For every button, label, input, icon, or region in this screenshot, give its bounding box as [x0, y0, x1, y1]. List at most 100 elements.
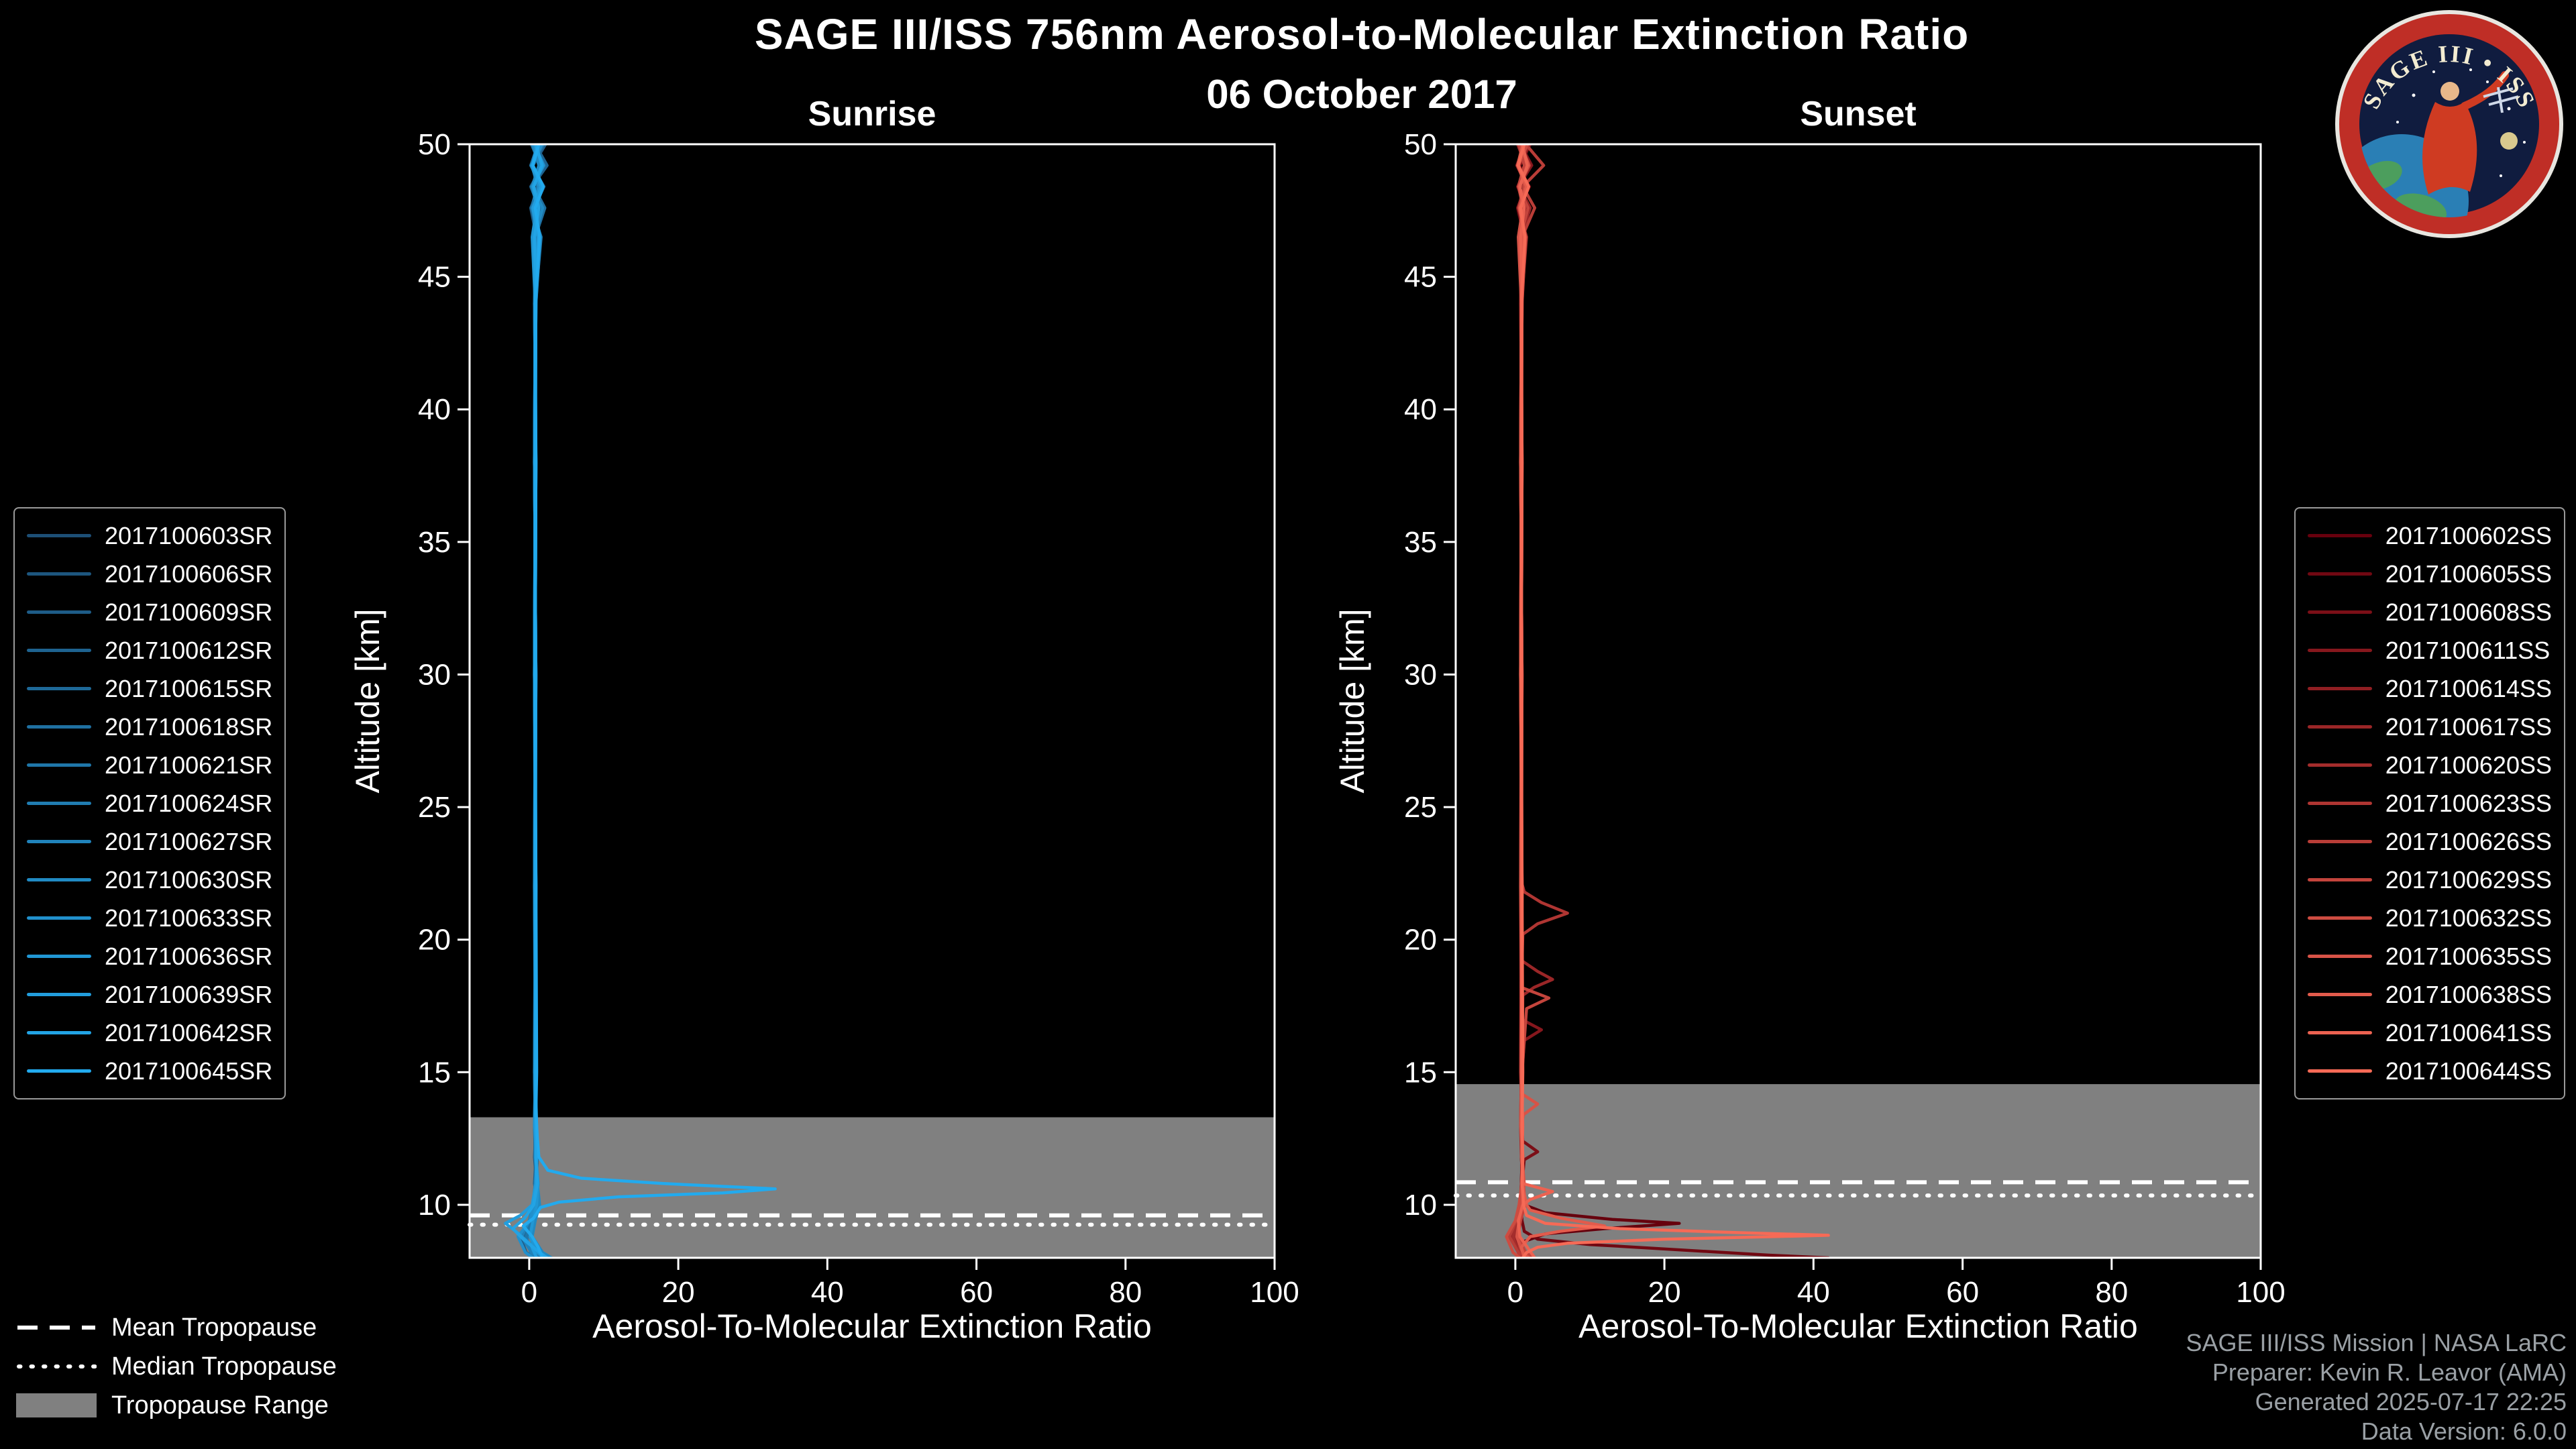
legend-line-swatch	[27, 649, 91, 652]
x-tick-label: 80	[1109, 1276, 1142, 1309]
stars	[2396, 68, 2526, 177]
legend-event-label: 2017100632SS	[2385, 904, 2552, 932]
legend-line-swatch	[27, 840, 91, 843]
legend-event-label: 2017100614SS	[2385, 674, 2552, 702]
y-tick-label: 35	[418, 526, 451, 559]
legend-event-label: 2017100635SS	[2385, 942, 2552, 970]
legend-line-swatch	[27, 955, 91, 958]
x-tick-label: 100	[2236, 1276, 2285, 1309]
figure-title: SAGE III/ISS 756nm Aerosol-to-Molecular …	[754, 10, 1970, 58]
legend-event-label: 2017100609SR	[105, 598, 273, 626]
mission-logo: SAGE III • ISS	[2335, 10, 2563, 238]
profile-2017100645SR	[521, 144, 777, 1258]
legend-item-sunset: 2017100635SS	[2307, 937, 2552, 975]
legend-line-swatch	[27, 610, 91, 614]
legend-line-swatch	[2307, 1031, 2372, 1034]
panel-title-sunset: Sunset	[1800, 95, 1917, 133]
legend-event-label: 2017100630SR	[105, 865, 273, 894]
x-tick-label: 0	[521, 1276, 537, 1309]
legend-item-sunrise: 2017100621SR	[27, 746, 272, 784]
legend-item-sunset: 2017100614SS	[2307, 669, 2552, 708]
x-axis-label-sunset: Aerosol-To-Molecular Extinction Ratio	[1578, 1307, 2138, 1345]
legend-item-sunset: 2017100644SS	[2307, 1052, 2552, 1090]
legend-item-sunset: 2017100638SS	[2307, 975, 2552, 1014]
panel-title-sunrise: Sunrise	[808, 95, 936, 133]
legend-line-swatch	[2307, 993, 2372, 996]
y-tick-label: 10	[418, 1189, 451, 1222]
legend-event-label: 2017100639SR	[105, 980, 273, 1008]
legend-line-swatch	[2307, 802, 2372, 805]
legend-item-sunset: 2017100632SS	[2307, 899, 2552, 937]
moon	[2500, 132, 2518, 150]
legend-item-sunrise: 2017100642SR	[27, 1014, 272, 1052]
legend-item-sunset: 2017100641SS	[2307, 1014, 2552, 1052]
y-tick-label: 30	[1404, 659, 1437, 692]
iss-sketch	[2483, 87, 2519, 113]
legend-event-label: 2017100617SS	[2385, 712, 2552, 741]
x-tick-label: 40	[811, 1276, 844, 1309]
axes-frame-sunrise	[468, 143, 1276, 1259]
legend-line-swatch	[2307, 572, 2372, 576]
legend-event-label: 2017100602SS	[2385, 521, 2552, 549]
legend-item-sunrise: 2017100603SR	[27, 517, 272, 555]
tropopause-range-band	[470, 1117, 1275, 1258]
tropopause-legend: Mean Tropopause Median Tropopause Tropop…	[16, 1308, 337, 1425]
legend-line-swatch	[27, 1069, 91, 1073]
legend-event-label: 2017100642SR	[105, 1018, 273, 1046]
plot-bg-sunset	[1456, 144, 2261, 1258]
legend-label: Mean Tropopause	[111, 1313, 317, 1342]
y-tick-label: 10	[1404, 1189, 1437, 1222]
legend-line-swatch	[2307, 534, 2372, 537]
legend-event-label: 2017100605SS	[2385, 559, 2552, 588]
legend-line-swatch	[2307, 1069, 2372, 1073]
dotted-line-sample	[17, 1364, 97, 1368]
x-tick-label: 20	[662, 1276, 695, 1309]
x-tick-label: 40	[1797, 1276, 1830, 1309]
panel-sunrise: 0 20 40 60 80 100 10 15 20 25 30 35 40 45 50	[418, 128, 1299, 1309]
axes-frame-sunset	[1454, 143, 2262, 1259]
legend-event-label: 2017100636SR	[105, 942, 273, 970]
legend-item-sunset: 2017100617SS	[2307, 708, 2552, 746]
footer-preparer: Preparer: Kevin R. Leavor (AMA)	[2212, 1358, 2567, 1387]
legend-line-swatch	[2307, 916, 2372, 920]
legend-line-swatch	[2307, 687, 2372, 690]
legend-item-sunset: 2017100611SS	[2307, 631, 2552, 669]
legend-event-label: 2017100623SS	[2385, 789, 2552, 817]
legend-event-label: 2017100644SS	[2385, 1057, 2552, 1085]
legend-line-swatch	[2307, 878, 2372, 881]
legend-event-label: 2017100615SR	[105, 674, 273, 702]
legend-item-sunrise: 2017100606SR	[27, 555, 272, 593]
dashed-line-sample	[17, 1326, 95, 1330]
y-axis-label-sunset: Altitude [km]	[1334, 608, 1371, 794]
legend-line-swatch	[27, 993, 91, 996]
legend-label: Tropopause Range	[111, 1391, 329, 1419]
legend-line-swatch	[27, 878, 91, 881]
x-axis-label-sunrise: Aerosol-To-Molecular Extinction Ratio	[592, 1307, 1152, 1345]
y-tick-label: 50	[1404, 128, 1437, 161]
legend-event-label: 2017100621SR	[105, 751, 273, 779]
legend-event-label: 2017100624SR	[105, 789, 273, 817]
y-tick-label: 20	[1404, 924, 1437, 957]
legend-event-label: 2017100645SR	[105, 1057, 273, 1085]
legend-event-label: 2017100618SR	[105, 712, 273, 741]
legend-item-sunset: 2017100620SS	[2307, 746, 2552, 784]
legend-line-swatch	[27, 763, 91, 767]
legend-event-label: 2017100620SS	[2385, 751, 2552, 779]
legend-event-label: 2017100638SS	[2385, 980, 2552, 1008]
y-tick-label: 35	[1404, 526, 1437, 559]
profile-2017100629SS	[1515, 144, 1551, 1258]
legend-item-tropopause-range: Tropopause Range	[16, 1386, 337, 1425]
legend-item-sunset: 2017100623SS	[2307, 784, 2552, 822]
legend-line-swatch	[27, 725, 91, 729]
legend-label: Median Tropopause	[111, 1352, 337, 1381]
helios-figure	[2422, 71, 2509, 195]
y-tick-label: 25	[1404, 791, 1437, 824]
legend-item-median-tropopause: Median Tropopause	[16, 1347, 337, 1386]
legend-line-swatch	[27, 916, 91, 920]
legend-event-label: 2017100627SR	[105, 827, 273, 855]
legend-line-swatch	[2307, 763, 2372, 767]
legend-event-label: 2017100606SR	[105, 559, 273, 588]
legend-line-swatch	[27, 687, 91, 690]
legend-sunset: 2017100602SS 2017100605SS 2017100608SS 2017…	[2294, 507, 2565, 1099]
legend-event-label: 2017100611SS	[2385, 636, 2551, 664]
